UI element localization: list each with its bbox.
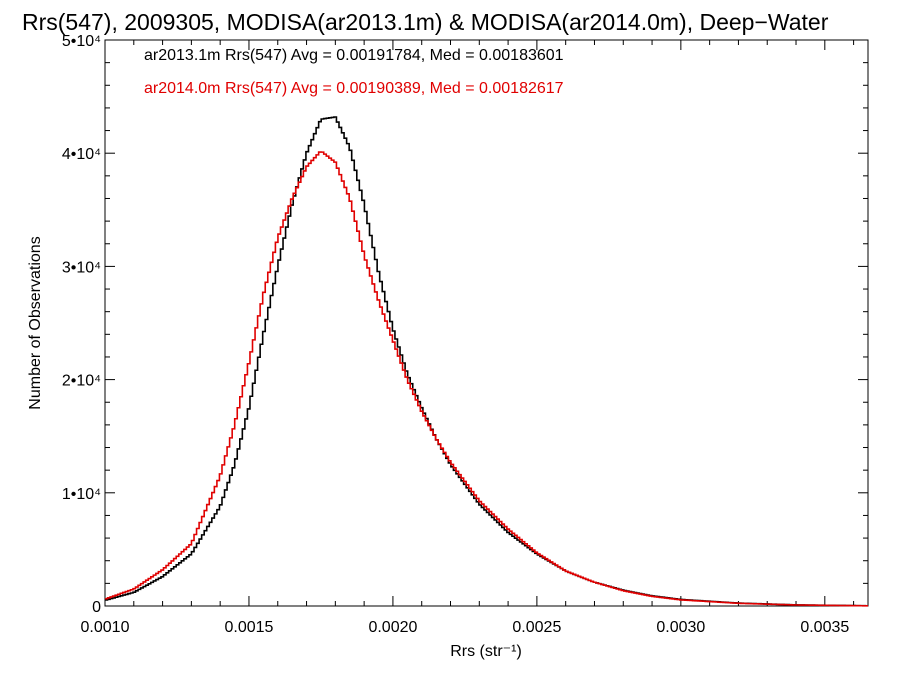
- series-ar2014-0m: [105, 151, 868, 607]
- x-tick-label: 0.0025: [512, 619, 561, 636]
- y-tick-label: 3•10⁴: [62, 259, 101, 276]
- y-tick-label: 4•10⁴: [62, 146, 101, 163]
- series-layer: [105, 116, 868, 607]
- y-tick-label: 2•10⁴: [62, 373, 101, 390]
- y-tick-label: 1•10⁴: [62, 486, 101, 503]
- y-axis-label: Number of Observations: [27, 236, 44, 409]
- y-tick-label: 5•10⁴: [62, 33, 101, 50]
- annotation-ar2013: ar2013.1m Rrs(547) Avg = 0.00191784, Med…: [144, 47, 564, 64]
- y-axis-ticks: 0 1•10⁴ 2•10⁴ 3•10⁴ 4•10⁴ 5•10⁴: [62, 33, 868, 616]
- x-tick-label: 0.0010: [81, 619, 130, 636]
- x-tick-label: 0.0035: [800, 619, 849, 636]
- plot-frame: [104, 39, 869, 607]
- x-tick-label: 0.0015: [224, 619, 273, 636]
- chart-title: Rrs(547), 2009305, MODISA(ar2013.1m) & M…: [22, 9, 829, 35]
- x-axis-label: Rrs (str⁻¹): [450, 643, 522, 660]
- x-tick-label: 0.0020: [368, 619, 417, 636]
- annotation-ar2014: ar2014.0m Rrs(547) Avg = 0.00190389, Med…: [144, 80, 564, 97]
- x-axis-ticks: 0.0010 0.0015 0.0020 0.0025 0.0030 0.0035: [81, 40, 855, 636]
- y-tick-label: 0: [92, 599, 101, 616]
- series-ar2013-1m: [105, 116, 868, 607]
- x-tick-label: 0.0030: [656, 619, 705, 636]
